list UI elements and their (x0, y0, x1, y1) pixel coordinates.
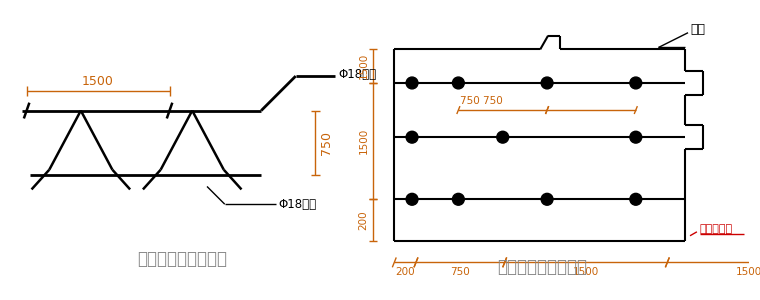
Text: 1500: 1500 (359, 128, 369, 154)
Circle shape (406, 194, 418, 205)
Text: Φ18钉筋: Φ18钉筋 (278, 198, 316, 211)
Circle shape (630, 131, 641, 143)
Circle shape (452, 194, 464, 205)
Circle shape (452, 77, 464, 89)
Text: 1500: 1500 (359, 53, 369, 79)
Circle shape (541, 194, 553, 205)
Text: 马凳平面布置示意图: 马凳平面布置示意图 (497, 258, 587, 276)
Circle shape (630, 77, 641, 89)
Text: 基础外边线: 基础外边线 (700, 224, 733, 234)
Circle shape (406, 77, 418, 89)
Text: 1500: 1500 (82, 75, 114, 88)
Text: 200: 200 (359, 210, 369, 230)
Circle shape (406, 131, 418, 143)
Circle shape (541, 77, 553, 89)
Text: 马凳加工形状示意图: 马凳加工形状示意图 (138, 250, 227, 268)
Circle shape (497, 131, 508, 143)
Text: Φ18钉筋: Φ18钉筋 (338, 68, 376, 81)
Text: 1500: 1500 (736, 267, 760, 277)
Text: 750 750: 750 750 (461, 96, 503, 106)
Text: 750: 750 (451, 267, 470, 277)
Text: 750: 750 (321, 130, 334, 154)
Text: 支点: 支点 (690, 23, 705, 36)
Circle shape (630, 194, 641, 205)
Text: 200: 200 (395, 267, 415, 277)
Text: 1500: 1500 (573, 267, 599, 277)
